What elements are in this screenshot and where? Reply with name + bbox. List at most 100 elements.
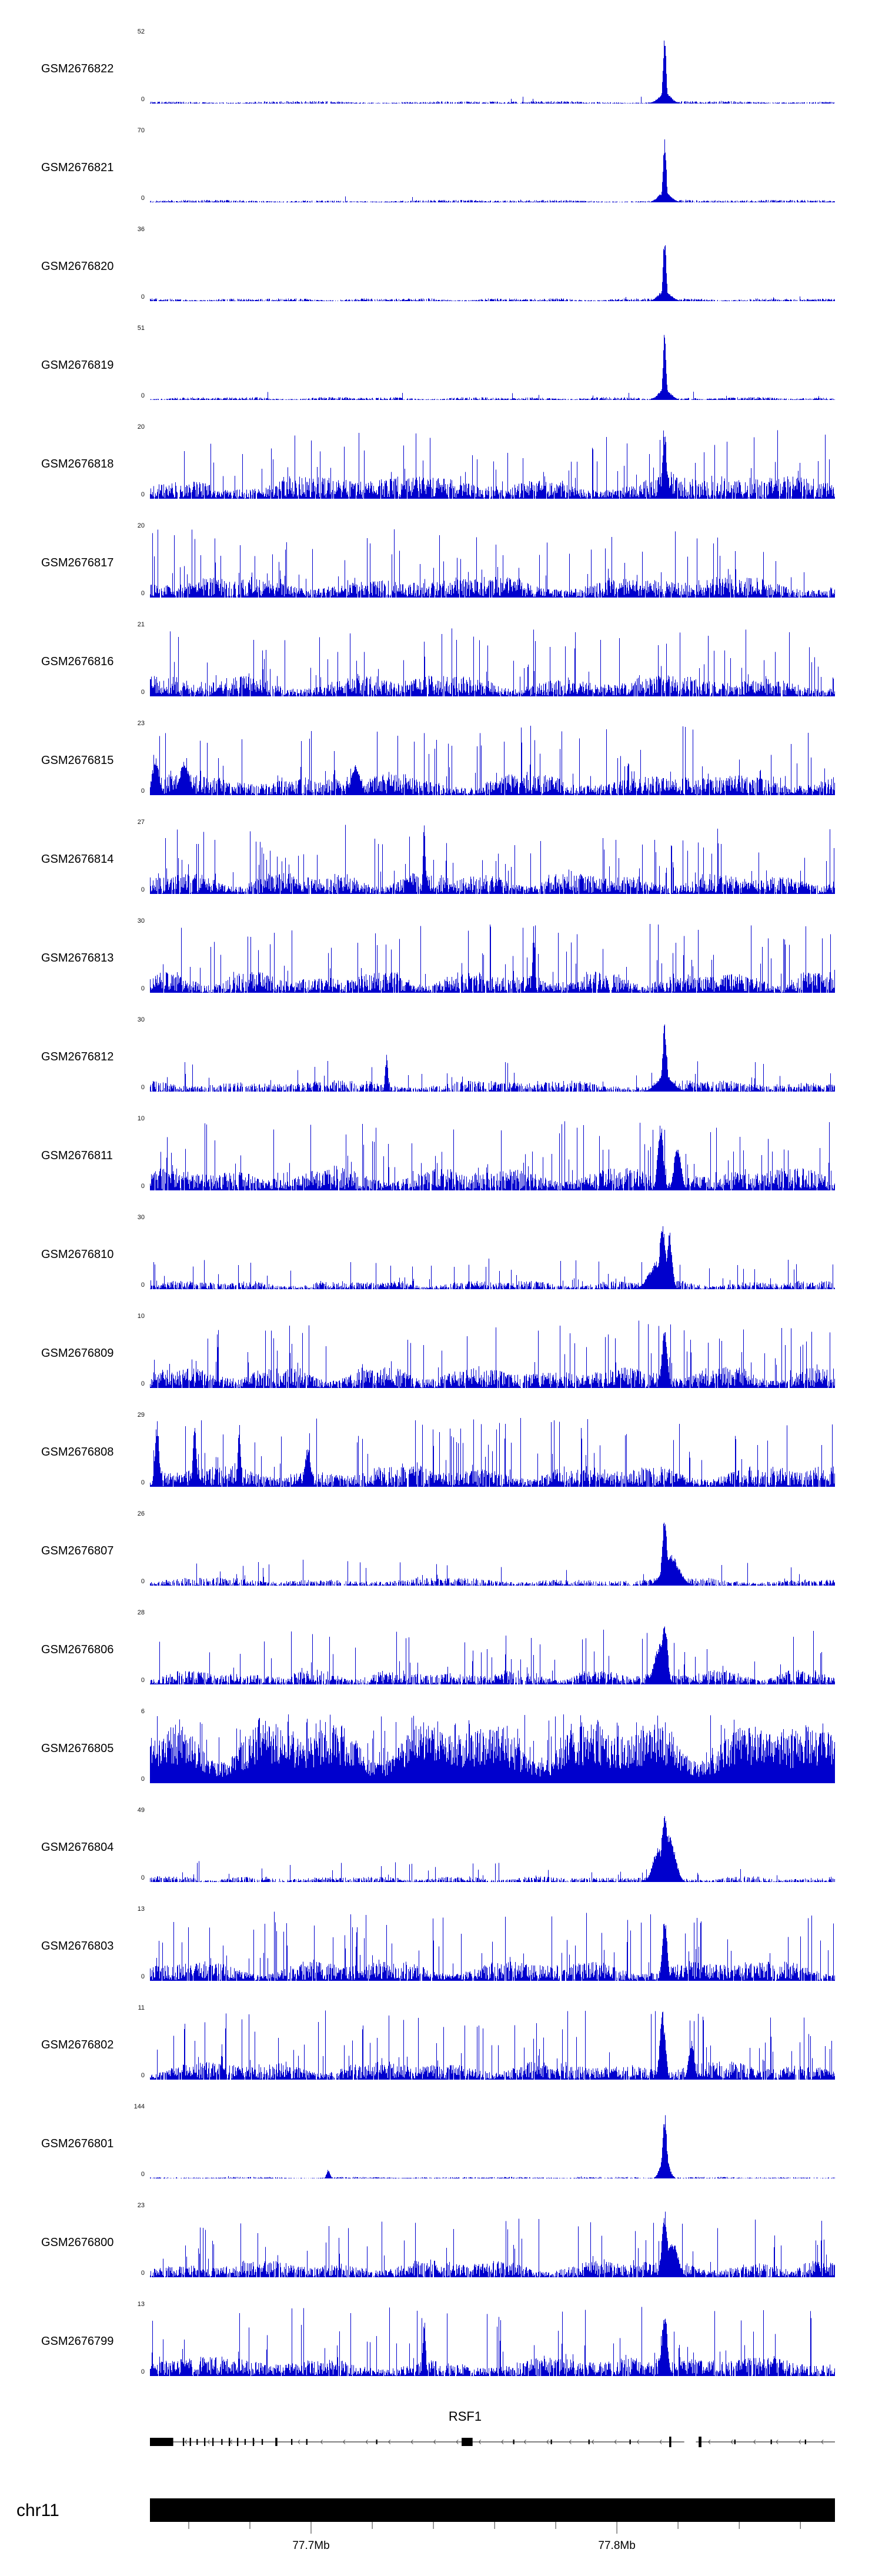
track-ymin-label: 0	[141, 788, 145, 795]
track-signal-plot	[150, 1714, 835, 1783]
track-sample-label: GSM2676816	[41, 655, 114, 668]
signal-track-row: GSM2676816 21 0	[0, 607, 882, 706]
signal-track-row: GSM2676814 27 0	[0, 805, 882, 903]
gene-name-label: RSF1	[448, 2409, 482, 2424]
exon-box	[237, 2438, 239, 2446]
track-sample-label: GSM2676803	[41, 1940, 114, 1953]
coverage-signal	[150, 726, 835, 795]
track-sample-label: GSM2676807	[41, 1544, 114, 1557]
signal-track-row: GSM2676803 13 0	[0, 1891, 882, 1990]
coverage-signal	[150, 628, 835, 696]
track-ymax-label: 28	[137, 1609, 145, 1616]
track-signal-plot	[150, 924, 835, 993]
track-signal-plot	[150, 2115, 835, 2178]
coverage-signal	[150, 1320, 835, 1388]
track-ymin-label: 0	[141, 195, 145, 202]
track-ymin-label: 0	[141, 1874, 145, 1881]
exon-box	[196, 2439, 198, 2445]
track-ymin-label: 0	[141, 590, 145, 597]
track-ymin-label: 0	[141, 1677, 145, 1684]
coverage-signal	[150, 1626, 835, 1684]
track-sample-label: GSM2676820	[41, 260, 114, 273]
coverage-signal	[150, 1522, 835, 1586]
track-signal-plot	[150, 245, 835, 301]
exon-box	[462, 2438, 473, 2446]
track-ymin-label: 0	[141, 392, 145, 399]
chromosome-section: chr11 77.7Mb 77.8Mb	[0, 2488, 882, 2576]
track-signal-plot	[150, 1816, 835, 1882]
track-sample-label: GSM2676805	[41, 1742, 114, 1755]
track-ymin-label: 0	[141, 2072, 145, 2079]
track-ymin-label: 0	[141, 1084, 145, 1091]
exon-box	[770, 2440, 772, 2444]
exon-box	[252, 2438, 255, 2446]
exon-box	[275, 2438, 278, 2446]
track-sample-label: GSM2676815	[41, 754, 114, 767]
signal-track-row: GSM2676808 29 0	[0, 1397, 882, 1496]
coverage-signal	[150, 2115, 835, 2178]
chromosome-ideogram-bar	[150, 2498, 835, 2522]
track-sample-label: GSM2676801	[41, 2137, 114, 2150]
signal-track-row: GSM2676801 144 0	[0, 2089, 882, 2188]
exon-box	[629, 2440, 631, 2444]
track-ymin-label: 0	[141, 1578, 145, 1585]
track-sample-label: GSM2676809	[41, 1347, 114, 1360]
track-ymax-label: 26	[137, 1510, 145, 1517]
genomic-axis-ruler: 77.7Mb 77.8Mb	[188, 2522, 801, 2552]
track-ymin-label: 0	[141, 1282, 145, 1289]
track-signal-plot	[150, 2010, 835, 2080]
coverage-signal	[150, 1816, 835, 1882]
track-sample-label: GSM2676804	[41, 1841, 114, 1854]
track-signal-plot	[150, 335, 835, 400]
track-sample-label: GSM2676806	[41, 1643, 114, 1656]
track-ymin-label: 0	[141, 1380, 145, 1387]
track-ymax-label: 30	[137, 917, 145, 925]
track-ymax-label: 21	[137, 621, 145, 628]
exon-box	[150, 2438, 173, 2446]
signal-track-row: GSM2676818 20 0	[0, 409, 882, 508]
signal-track-row: GSM2676822 52 0	[0, 14, 882, 113]
track-ymin-label: 0	[141, 1973, 145, 1980]
track-ymax-label: 70	[137, 127, 145, 134]
coverage-signal	[150, 825, 835, 894]
track-ymin-label: 0	[141, 96, 145, 103]
track-ymax-label: 10	[137, 1313, 145, 1320]
signal-track-row: GSM2676807 26 0	[0, 1496, 882, 1595]
track-ymin-label: 0	[141, 1183, 145, 1190]
exon-box	[244, 2439, 246, 2445]
track-signal-plot	[150, 1025, 835, 1092]
track-signal-plot	[150, 41, 834, 104]
track-ymax-label: 11	[138, 2004, 145, 2011]
coverage-signal	[150, 529, 835, 598]
track-sample-label: GSM2676822	[41, 62, 114, 75]
track-ymax-label: 13	[137, 2301, 145, 2308]
track-signal-plot	[150, 1522, 835, 1586]
exon-box	[550, 2440, 552, 2444]
coverage-signal	[150, 1714, 835, 1783]
track-signal-plot	[150, 1121, 835, 1190]
track-ymax-label: 52	[137, 28, 145, 35]
signal-track-row: GSM2676813 30 0	[0, 903, 882, 1002]
coverage-signal	[150, 1025, 835, 1092]
coverage-signal	[150, 335, 835, 400]
coverage-signal	[150, 1226, 835, 1289]
track-signal-plot	[150, 1226, 835, 1289]
coverage-signal	[150, 1121, 835, 1190]
exon-box	[306, 2439, 308, 2445]
signal-track-row: GSM2676820 36 0	[0, 212, 882, 311]
track-signal-plot	[150, 726, 835, 795]
track-ymax-label: 30	[137, 1016, 145, 1023]
exon-box	[212, 2438, 214, 2446]
track-signal-plot	[150, 1626, 835, 1684]
track-ymin-label: 0	[141, 886, 145, 893]
track-signal-plot	[150, 2211, 835, 2277]
signal-track-row: GSM2676817 20 0	[0, 508, 882, 607]
signal-track-row: GSM2676812 30 0	[0, 1002, 882, 1101]
track-ymin-label: 0	[141, 2270, 145, 2277]
track-signal-plot	[150, 430, 835, 499]
coverage-signal	[150, 430, 835, 499]
track-ymax-label: 36	[137, 226, 145, 233]
exon-box	[699, 2437, 701, 2447]
track-ymax-label: 10	[137, 1115, 145, 1122]
signal-track-row: GSM2676819 51 0	[0, 311, 882, 409]
